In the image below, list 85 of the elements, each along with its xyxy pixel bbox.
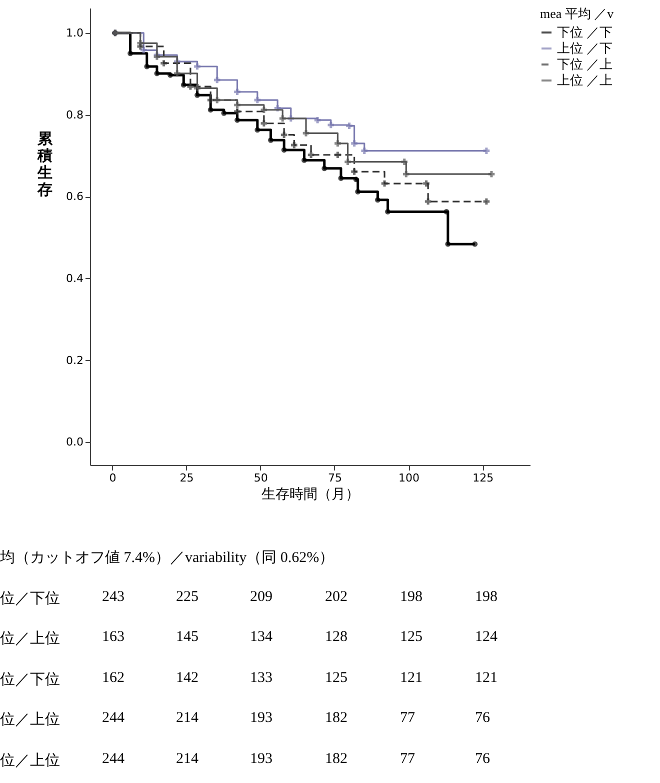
point — [328, 122, 334, 128]
y-tick-label: 0.2 — [66, 354, 84, 367]
point — [401, 158, 408, 165]
text: 均（カットオフ値 7.4%）／variability（同 0.62%） — [0, 549, 334, 567]
point — [281, 147, 287, 153]
point — [140, 46, 147, 54]
point — [128, 50, 134, 56]
y-tick-label: 0.0 — [66, 436, 84, 449]
point — [338, 175, 344, 181]
point — [374, 197, 380, 203]
point — [334, 152, 341, 158]
point — [334, 140, 341, 147]
x-tick-label: 50 — [254, 472, 268, 484]
point — [194, 63, 200, 70]
point — [260, 106, 268, 114]
point — [444, 209, 450, 214]
point — [154, 70, 160, 76]
y-tick-label: 0.4 — [66, 272, 84, 285]
point — [351, 140, 358, 147]
point — [308, 152, 314, 158]
point — [194, 92, 200, 98]
point — [279, 115, 286, 122]
text: 位／上位 163 145 134 128 125 124 — [0, 629, 498, 647]
point — [254, 96, 261, 104]
point — [423, 180, 430, 187]
point — [221, 110, 227, 116]
x-tick-label: 100 — [398, 472, 420, 484]
point — [472, 241, 478, 247]
point — [381, 180, 388, 187]
point — [214, 76, 220, 84]
point — [314, 116, 321, 124]
legend-title: mea 平均 ／v — [540, 6, 614, 21]
point — [346, 122, 352, 129]
point — [234, 108, 240, 115]
point — [488, 170, 495, 178]
point — [483, 198, 490, 205]
point — [445, 241, 451, 247]
point — [301, 157, 307, 163]
point — [187, 83, 194, 90]
legend-label: 下位 ／下 — [557, 24, 612, 40]
point — [344, 158, 351, 165]
point — [208, 107, 214, 113]
point — [234, 102, 240, 108]
point — [214, 96, 220, 104]
point — [260, 120, 268, 127]
x-tick-label: 125 — [472, 472, 494, 484]
text: 位／上位 244 214 193 182 77 76 — [0, 750, 490, 768]
point — [174, 70, 180, 77]
point — [137, 40, 144, 46]
point — [385, 209, 391, 214]
point — [302, 130, 310, 136]
y-tick-label: 0.6 — [66, 190, 84, 204]
point — [322, 166, 328, 172]
point — [234, 117, 240, 123]
legend-label: 上位 ／上 — [557, 72, 612, 88]
point — [194, 85, 200, 92]
x-tick-label: 25 — [180, 472, 194, 484]
legend-label: 上位 ／下 — [557, 40, 612, 56]
y-tick-label: 0.8 — [66, 108, 84, 122]
text: 位／上位 244 214 193 182 77 76 — [0, 710, 490, 728]
text: 位／下位 162 142 133 125 121 121 — [0, 670, 498, 688]
point — [424, 198, 432, 205]
point — [254, 127, 260, 133]
legend-label: 下位 ／上 — [557, 56, 612, 72]
x-axis-title: 生存時間（月） — [262, 486, 360, 502]
point — [361, 148, 368, 154]
point — [280, 132, 288, 138]
point — [351, 168, 358, 175]
y-tick-label: 1.0 — [66, 26, 84, 40]
point — [355, 188, 361, 194]
text: 位／下位 243 225 209 202 198 198 — [0, 588, 498, 606]
point — [290, 142, 298, 148]
point — [207, 96, 214, 104]
point — [144, 64, 150, 70]
point — [402, 170, 410, 178]
y-axis-title: 累積生存 — [36, 130, 54, 198]
point — [353, 176, 359, 182]
point — [268, 137, 274, 143]
point — [483, 148, 490, 154]
point — [234, 88, 240, 96]
point — [180, 82, 186, 88]
x-tick-label: 0 — [109, 472, 116, 484]
point — [168, 72, 174, 78]
point — [160, 60, 167, 66]
x-tick-label: 75 — [328, 472, 342, 484]
